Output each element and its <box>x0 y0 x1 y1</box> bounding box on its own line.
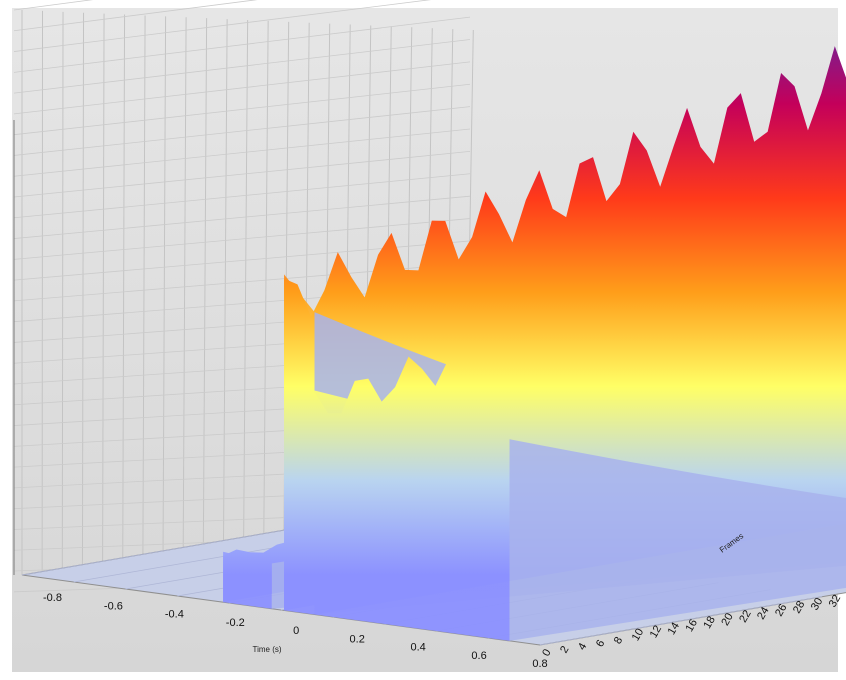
x-axis-title: Time (s) <box>252 645 281 654</box>
x-tick-label: -0.4 <box>165 609 184 621</box>
x-tick-label: -0.2 <box>226 617 245 629</box>
x-tick-label: 0.2 <box>350 633 365 645</box>
y-tick-label: 10 <box>630 627 647 644</box>
x-axis-ticks: -0.8 -0.6 -0.4 -0.2 0 0.2 0.4 0.6 0.8 <box>43 592 548 670</box>
grid-line-horizontal <box>13 0 258 32</box>
y-tick-label: 12 <box>648 623 665 640</box>
grid-line-horizontal <box>13 218 471 260</box>
x-tick-label: 0.6 <box>471 650 486 662</box>
grid-line-vertical <box>223 19 228 541</box>
grid-line-vertical <box>122 14 126 558</box>
grid-line-vertical <box>81 12 85 565</box>
y-tick-label: 16 <box>683 617 700 634</box>
grid-line-vertical <box>182 17 187 548</box>
surface-series-2 <box>314 211 846 641</box>
y-tick-label: 28 <box>791 599 808 616</box>
x-tick-label: 0.4 <box>410 642 425 654</box>
grid-line-horizontal <box>13 39 471 94</box>
y-tick-label: 30 <box>809 596 826 613</box>
floor-grid-line <box>21 526 305 576</box>
y-tick-label: 34 <box>845 590 846 607</box>
grid-line-vertical <box>142 15 146 555</box>
x-tick-label: -0.6 <box>104 600 123 612</box>
y-tick-label: 8 <box>612 635 625 646</box>
y-tick-label: 26 <box>773 602 790 619</box>
y-tick-label: 0 <box>540 647 553 658</box>
grid-line-horizontal <box>13 106 471 156</box>
surface-tail <box>509 439 846 641</box>
y-tick-label: 14 <box>666 620 683 637</box>
grid-line-horizontal <box>13 0 432 52</box>
grid-line-horizontal <box>13 195 471 239</box>
y-tick-label: 20 <box>719 611 736 628</box>
y-tick-label: 2 <box>558 644 571 655</box>
y-tick-label: 6 <box>594 638 607 649</box>
grid-line-vertical <box>61 11 64 569</box>
y-tick-label: 4 <box>576 641 589 652</box>
grid-line-horizontal <box>13 16 471 73</box>
grid-line-vertical <box>102 13 105 562</box>
x-tick-label: 0 <box>293 625 299 637</box>
grid-line-vertical <box>243 19 249 538</box>
y-axis-ticks: 0246810121416182022242628303234363840424… <box>540 590 846 659</box>
y-tick-label: 32 <box>827 593 844 610</box>
grid-line-vertical <box>202 18 208 544</box>
y-tick-label: 18 <box>701 614 718 631</box>
floor-grid-line <box>539 596 823 646</box>
grid-line-horizontal <box>13 151 471 198</box>
y-tick-label: 22 <box>737 608 754 625</box>
grid-line-vertical <box>162 16 167 551</box>
grid-line-horizontal <box>13 173 471 219</box>
x-tick-label: -0.8 <box>43 592 62 604</box>
y-tick-label: 24 <box>755 605 772 622</box>
grid-line-horizontal <box>13 83 471 136</box>
x-tick-label: 0.8 <box>532 658 547 670</box>
grid-line-horizontal <box>13 61 471 115</box>
grid-line-horizontal <box>13 128 471 177</box>
surface-layer <box>223 46 846 641</box>
